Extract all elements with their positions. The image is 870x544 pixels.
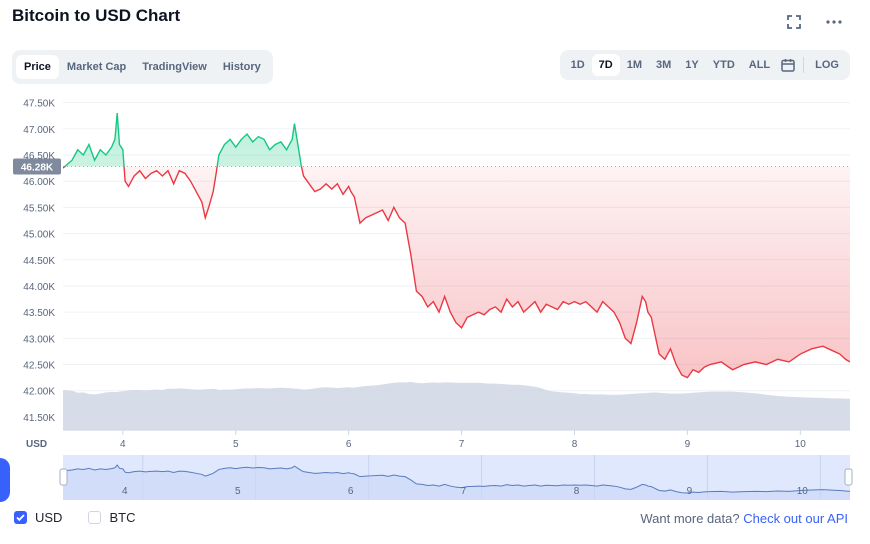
api-link[interactable]: Check out our API: [743, 511, 848, 526]
y-tick-label: 47.00K: [23, 125, 55, 136]
range-divider: [803, 57, 805, 73]
y-tick-label: 42.00K: [23, 387, 55, 398]
y-tick-label: 43.50K: [23, 308, 55, 319]
chart-tabs: Price Market Cap TradingView History: [12, 50, 273, 84]
range-selector: 1D 7D 1M 3M 1Y YTD ALL LOG: [559, 50, 850, 80]
y-tick-label: 44.00K: [23, 282, 55, 293]
y-axis: 41.50K 42.00K 42.50K 43.00K 43.50K 44.00K 44.5…: [23, 99, 55, 450]
api-promo-text: Want more data?: [640, 511, 740, 526]
navigator-tick-label: 4: [122, 486, 128, 497]
side-badge[interactable]: [0, 458, 10, 502]
range-1y[interactable]: 1Y: [685, 59, 699, 71]
tab-tradingview[interactable]: TradingView: [142, 61, 207, 73]
y-tick-label: 44.50K: [23, 256, 55, 267]
x-tick-label: 5: [233, 439, 239, 450]
range-1d[interactable]: 1D: [570, 59, 585, 71]
api-promo: Want more data? Check out our API: [640, 511, 848, 526]
x-tick-label: 6: [346, 439, 352, 450]
y-axis-unit: USD: [26, 439, 47, 450]
usd-checkbox[interactable]: [14, 511, 27, 524]
chart-actions: [784, 12, 844, 32]
navigator-tick-label: 10: [797, 486, 809, 497]
calendar-icon[interactable]: [777, 55, 799, 75]
y-tick-label: 45.00K: [23, 230, 55, 241]
btc-checkbox[interactable]: [88, 511, 102, 524]
y-tick-label: 46.50K: [23, 151, 55, 162]
x-tick-label: 10: [795, 439, 807, 450]
navigator-tick-label: 6: [348, 486, 354, 497]
navigator-tick-label: 8: [574, 486, 580, 497]
range-3m[interactable]: 3M: [656, 59, 672, 71]
navigator-tick-label: 9: [687, 486, 693, 497]
x-axis: 4 5 6 7 8 9 10: [63, 429, 850, 450]
y-tick-label: 46.00K: [23, 177, 55, 188]
usd-label: USD: [35, 510, 63, 525]
y-tick-label: 43.00K: [23, 334, 55, 345]
reference-price-badge: [13, 158, 61, 175]
range-all[interactable]: ALL: [748, 59, 771, 71]
tab-history[interactable]: History: [222, 61, 261, 73]
range-1m[interactable]: 1M: [626, 59, 643, 71]
range-ytd[interactable]: YTD: [712, 59, 735, 71]
navigator-handle-right[interactable]: [844, 468, 853, 486]
x-tick-label: 8: [572, 439, 578, 450]
navigator-handle-left[interactable]: [59, 468, 68, 486]
price-line-down: [63, 166, 850, 379]
btc-label: BTC: [109, 510, 136, 525]
navigator-tick-label: 7: [461, 486, 467, 497]
volume-series: [63, 382, 850, 430]
tab-market-cap[interactable]: Market Cap: [66, 61, 127, 73]
y-tick-label: 45.50K: [23, 203, 55, 214]
x-tick-label: 7: [459, 439, 465, 450]
price-fill-up: [64, 113, 302, 167]
fullscreen-icon[interactable]: [784, 12, 804, 32]
more-icon[interactable]: [824, 12, 844, 32]
y-tick-label: 47.50K: [23, 99, 55, 110]
navigator-line: [62, 464, 851, 494]
navigator-tick-label: 5: [235, 486, 241, 497]
x-tick-label: 9: [685, 439, 691, 450]
price-series: 46.28K: [13, 113, 850, 379]
volume-area: [63, 382, 850, 430]
y-tick-label: 41.50K: [23, 413, 55, 424]
currency-legend: USD BTC: [14, 510, 135, 525]
x-tick-label: 4: [120, 439, 126, 450]
log-toggle[interactable]: LOG: [815, 59, 839, 71]
navigator: 4 5 6 7 8 9 10: [59, 455, 853, 500]
page-title: Bitcoin to USD Chart: [12, 6, 181, 25]
reference-price-label: 46.28K: [21, 163, 54, 174]
navigator-area: [63, 465, 850, 500]
y-tick-label: 42.50K: [23, 361, 55, 372]
tab-price[interactable]: Price: [16, 55, 59, 79]
range-7d[interactable]: 7D: [591, 54, 620, 76]
